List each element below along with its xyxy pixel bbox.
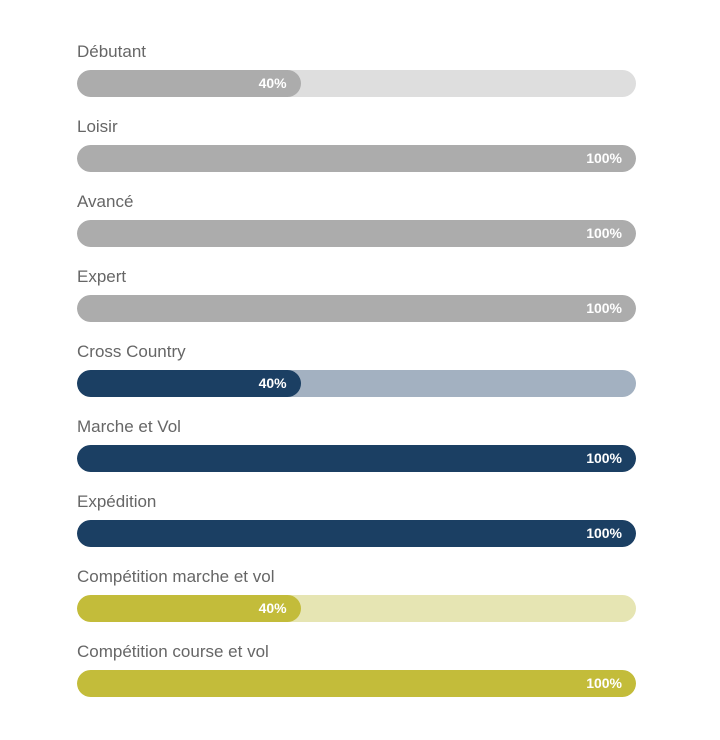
skill-item: Cross Country 40% bbox=[77, 340, 636, 415]
progress-track: 100% bbox=[77, 670, 636, 697]
progress-value: 100% bbox=[586, 225, 622, 241]
progress-fill: 100% bbox=[77, 220, 636, 247]
progress-track: 40% bbox=[77, 370, 636, 397]
progress-fill: 40% bbox=[77, 70, 301, 97]
progress-value: 100% bbox=[586, 150, 622, 166]
progress-value: 40% bbox=[258, 75, 287, 91]
skill-label: Avancé bbox=[77, 192, 134, 211]
skill-label: Loisir bbox=[77, 117, 118, 136]
skill-item: Débutant 40% bbox=[77, 40, 636, 115]
progress-track: 100% bbox=[77, 295, 636, 322]
progress-track: 100% bbox=[77, 520, 636, 547]
progress-value: 100% bbox=[586, 450, 622, 466]
progress-track: 100% bbox=[77, 220, 636, 247]
skill-label: Débutant bbox=[77, 42, 146, 61]
progress-track: 40% bbox=[77, 595, 636, 622]
skill-label: Compétition course et vol bbox=[77, 642, 269, 661]
skill-label: Compétition marche et vol bbox=[77, 567, 275, 586]
progress-fill: 100% bbox=[77, 295, 636, 322]
progress-track: 100% bbox=[77, 145, 636, 172]
progress-fill: 100% bbox=[77, 145, 636, 172]
progress-track: 40% bbox=[77, 70, 636, 97]
skill-item: Compétition course et vol 100% bbox=[77, 640, 636, 715]
progress-value: 40% bbox=[258, 375, 287, 391]
skill-item: Avancé 100% bbox=[77, 190, 636, 265]
skill-label: Cross Country bbox=[77, 342, 186, 361]
progress-fill: 100% bbox=[77, 670, 636, 697]
skill-item: Loisir 100% bbox=[77, 115, 636, 190]
skill-item: Expédition 100% bbox=[77, 490, 636, 565]
progress-fill: 40% bbox=[77, 595, 301, 622]
progress-value: 40% bbox=[258, 600, 287, 616]
progress-fill: 100% bbox=[77, 445, 636, 472]
progress-track: 100% bbox=[77, 445, 636, 472]
skill-label: Marche et Vol bbox=[77, 417, 181, 436]
skill-label: Expert bbox=[77, 267, 127, 286]
skill-item: Marche et Vol 100% bbox=[77, 415, 636, 490]
progress-value: 100% bbox=[586, 525, 622, 541]
progress-fill: 40% bbox=[77, 370, 301, 397]
skill-item: Expert 100% bbox=[77, 265, 636, 340]
skill-label: Expédition bbox=[77, 492, 157, 511]
progress-fill: 100% bbox=[77, 520, 636, 547]
skill-item: Compétition marche et vol 40% bbox=[77, 565, 636, 640]
skill-list: Débutant 40% Loisir 100% Avancé 100% Expert 100… bbox=[77, 40, 636, 715]
progress-value: 100% bbox=[586, 300, 622, 316]
progress-value: 100% bbox=[586, 675, 622, 691]
